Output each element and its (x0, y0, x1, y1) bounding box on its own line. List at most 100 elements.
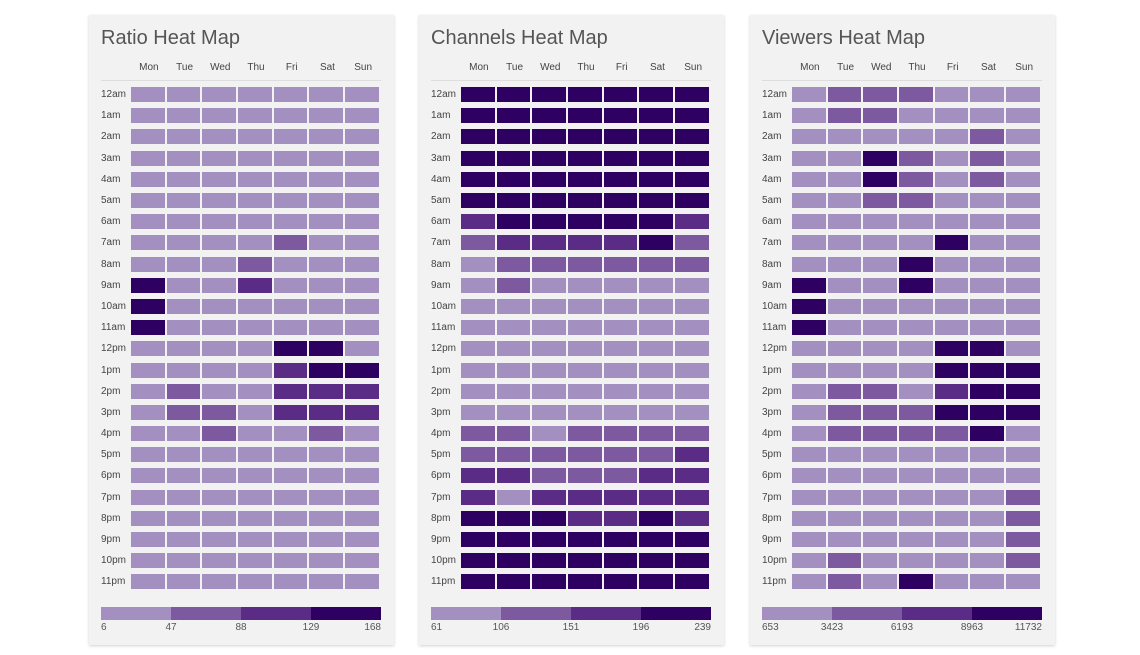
heatmap-cell[interactable] (166, 214, 201, 230)
heatmap-cell[interactable] (166, 235, 201, 251)
heatmap-cell[interactable] (131, 214, 165, 230)
heatmap-cell[interactable] (461, 193, 495, 209)
heatmap-cell[interactable] (603, 320, 638, 336)
heatmap-cell[interactable] (309, 468, 344, 484)
heatmap-cell[interactable] (532, 129, 567, 145)
heatmap-cell[interactable] (309, 574, 344, 590)
heatmap-cell[interactable] (1006, 277, 1040, 293)
heatmap-cell[interactable] (934, 277, 969, 293)
heatmap-cell[interactable] (827, 108, 862, 124)
heatmap-cell[interactable] (309, 256, 344, 272)
heatmap-cell[interactable] (827, 532, 862, 548)
heatmap-cell[interactable] (532, 235, 567, 251)
heatmap-cell[interactable] (863, 235, 898, 251)
heatmap-cell[interactable] (131, 468, 165, 484)
heatmap-cell[interactable] (970, 108, 1005, 124)
heatmap-cell[interactable] (238, 193, 272, 209)
heatmap-cell[interactable] (345, 489, 379, 505)
heatmap-cell[interactable] (603, 235, 638, 251)
heatmap-cell[interactable] (934, 214, 969, 230)
heatmap-cell[interactable] (202, 193, 237, 209)
heatmap-cell[interactable] (639, 532, 674, 548)
heatmap-cell[interactable] (496, 298, 531, 314)
heatmap-cell[interactable] (899, 277, 933, 293)
heatmap-cell[interactable] (792, 532, 826, 548)
heatmap-cell[interactable] (827, 447, 862, 463)
heatmap-cell[interactable] (863, 87, 898, 103)
heatmap-cell[interactable] (675, 447, 709, 463)
heatmap-cell[interactable] (345, 553, 379, 569)
heatmap-cell[interactable] (639, 468, 674, 484)
heatmap-cell[interactable] (639, 404, 674, 420)
heatmap-cell[interactable] (166, 87, 201, 103)
heatmap-cell[interactable] (792, 277, 826, 293)
heatmap-cell[interactable] (675, 108, 709, 124)
heatmap-cell[interactable] (273, 383, 308, 399)
heatmap-cell[interactable] (1006, 362, 1040, 378)
heatmap-cell[interactable] (496, 574, 531, 590)
heatmap-cell[interactable] (532, 468, 567, 484)
heatmap-cell[interactable] (461, 277, 495, 293)
heatmap-cell[interactable] (899, 320, 933, 336)
heatmap-cell[interactable] (675, 532, 709, 548)
heatmap-cell[interactable] (309, 150, 344, 166)
heatmap-cell[interactable] (532, 171, 567, 187)
heatmap-cell[interactable] (639, 277, 674, 293)
heatmap-cell[interactable] (970, 320, 1005, 336)
heatmap-cell[interactable] (899, 426, 933, 442)
heatmap-cell[interactable] (166, 553, 201, 569)
heatmap-cell[interactable] (934, 510, 969, 526)
heatmap-cell[interactable] (1006, 426, 1040, 442)
heatmap-cell[interactable] (970, 277, 1005, 293)
heatmap-cell[interactable] (899, 574, 933, 590)
heatmap-cell[interactable] (603, 129, 638, 145)
heatmap-cell[interactable] (345, 404, 379, 420)
heatmap-cell[interactable] (131, 510, 165, 526)
heatmap-cell[interactable] (202, 171, 237, 187)
heatmap-cell[interactable] (970, 362, 1005, 378)
heatmap-cell[interactable] (461, 171, 495, 187)
heatmap-cell[interactable] (863, 193, 898, 209)
heatmap-cell[interactable] (675, 171, 709, 187)
heatmap-cell[interactable] (461, 341, 495, 357)
heatmap-cell[interactable] (899, 404, 933, 420)
heatmap-cell[interactable] (863, 383, 898, 399)
heatmap-cell[interactable] (238, 574, 272, 590)
heatmap-cell[interactable] (603, 171, 638, 187)
heatmap-cell[interactable] (792, 108, 826, 124)
heatmap-cell[interactable] (273, 426, 308, 442)
heatmap-cell[interactable] (345, 468, 379, 484)
heatmap-cell[interactable] (675, 341, 709, 357)
heatmap-cell[interactable] (827, 235, 862, 251)
heatmap-cell[interactable] (603, 193, 638, 209)
heatmap-cell[interactable] (603, 108, 638, 124)
heatmap-cell[interactable] (496, 383, 531, 399)
heatmap-cell[interactable] (238, 256, 272, 272)
heatmap-cell[interactable] (532, 510, 567, 526)
heatmap-cell[interactable] (639, 87, 674, 103)
heatmap-cell[interactable] (202, 468, 237, 484)
heatmap-cell[interactable] (863, 341, 898, 357)
heatmap-cell[interactable] (970, 129, 1005, 145)
heatmap-cell[interactable] (461, 574, 495, 590)
heatmap-cell[interactable] (1006, 320, 1040, 336)
heatmap-cell[interactable] (496, 171, 531, 187)
heatmap-cell[interactable] (934, 193, 969, 209)
heatmap-cell[interactable] (863, 171, 898, 187)
heatmap-cell[interactable] (309, 298, 344, 314)
heatmap-cell[interactable] (899, 298, 933, 314)
heatmap-cell[interactable] (639, 256, 674, 272)
heatmap-cell[interactable] (639, 108, 674, 124)
heatmap-cell[interactable] (202, 404, 237, 420)
heatmap-cell[interactable] (461, 150, 495, 166)
heatmap-cell[interactable] (863, 108, 898, 124)
heatmap-cell[interactable] (309, 489, 344, 505)
heatmap-cell[interactable] (827, 298, 862, 314)
heatmap-cell[interactable] (675, 277, 709, 293)
heatmap-cell[interactable] (166, 383, 201, 399)
heatmap-cell[interactable] (166, 426, 201, 442)
heatmap-cell[interactable] (792, 383, 826, 399)
heatmap-cell[interactable] (863, 277, 898, 293)
heatmap-cell[interactable] (675, 193, 709, 209)
heatmap-cell[interactable] (202, 553, 237, 569)
